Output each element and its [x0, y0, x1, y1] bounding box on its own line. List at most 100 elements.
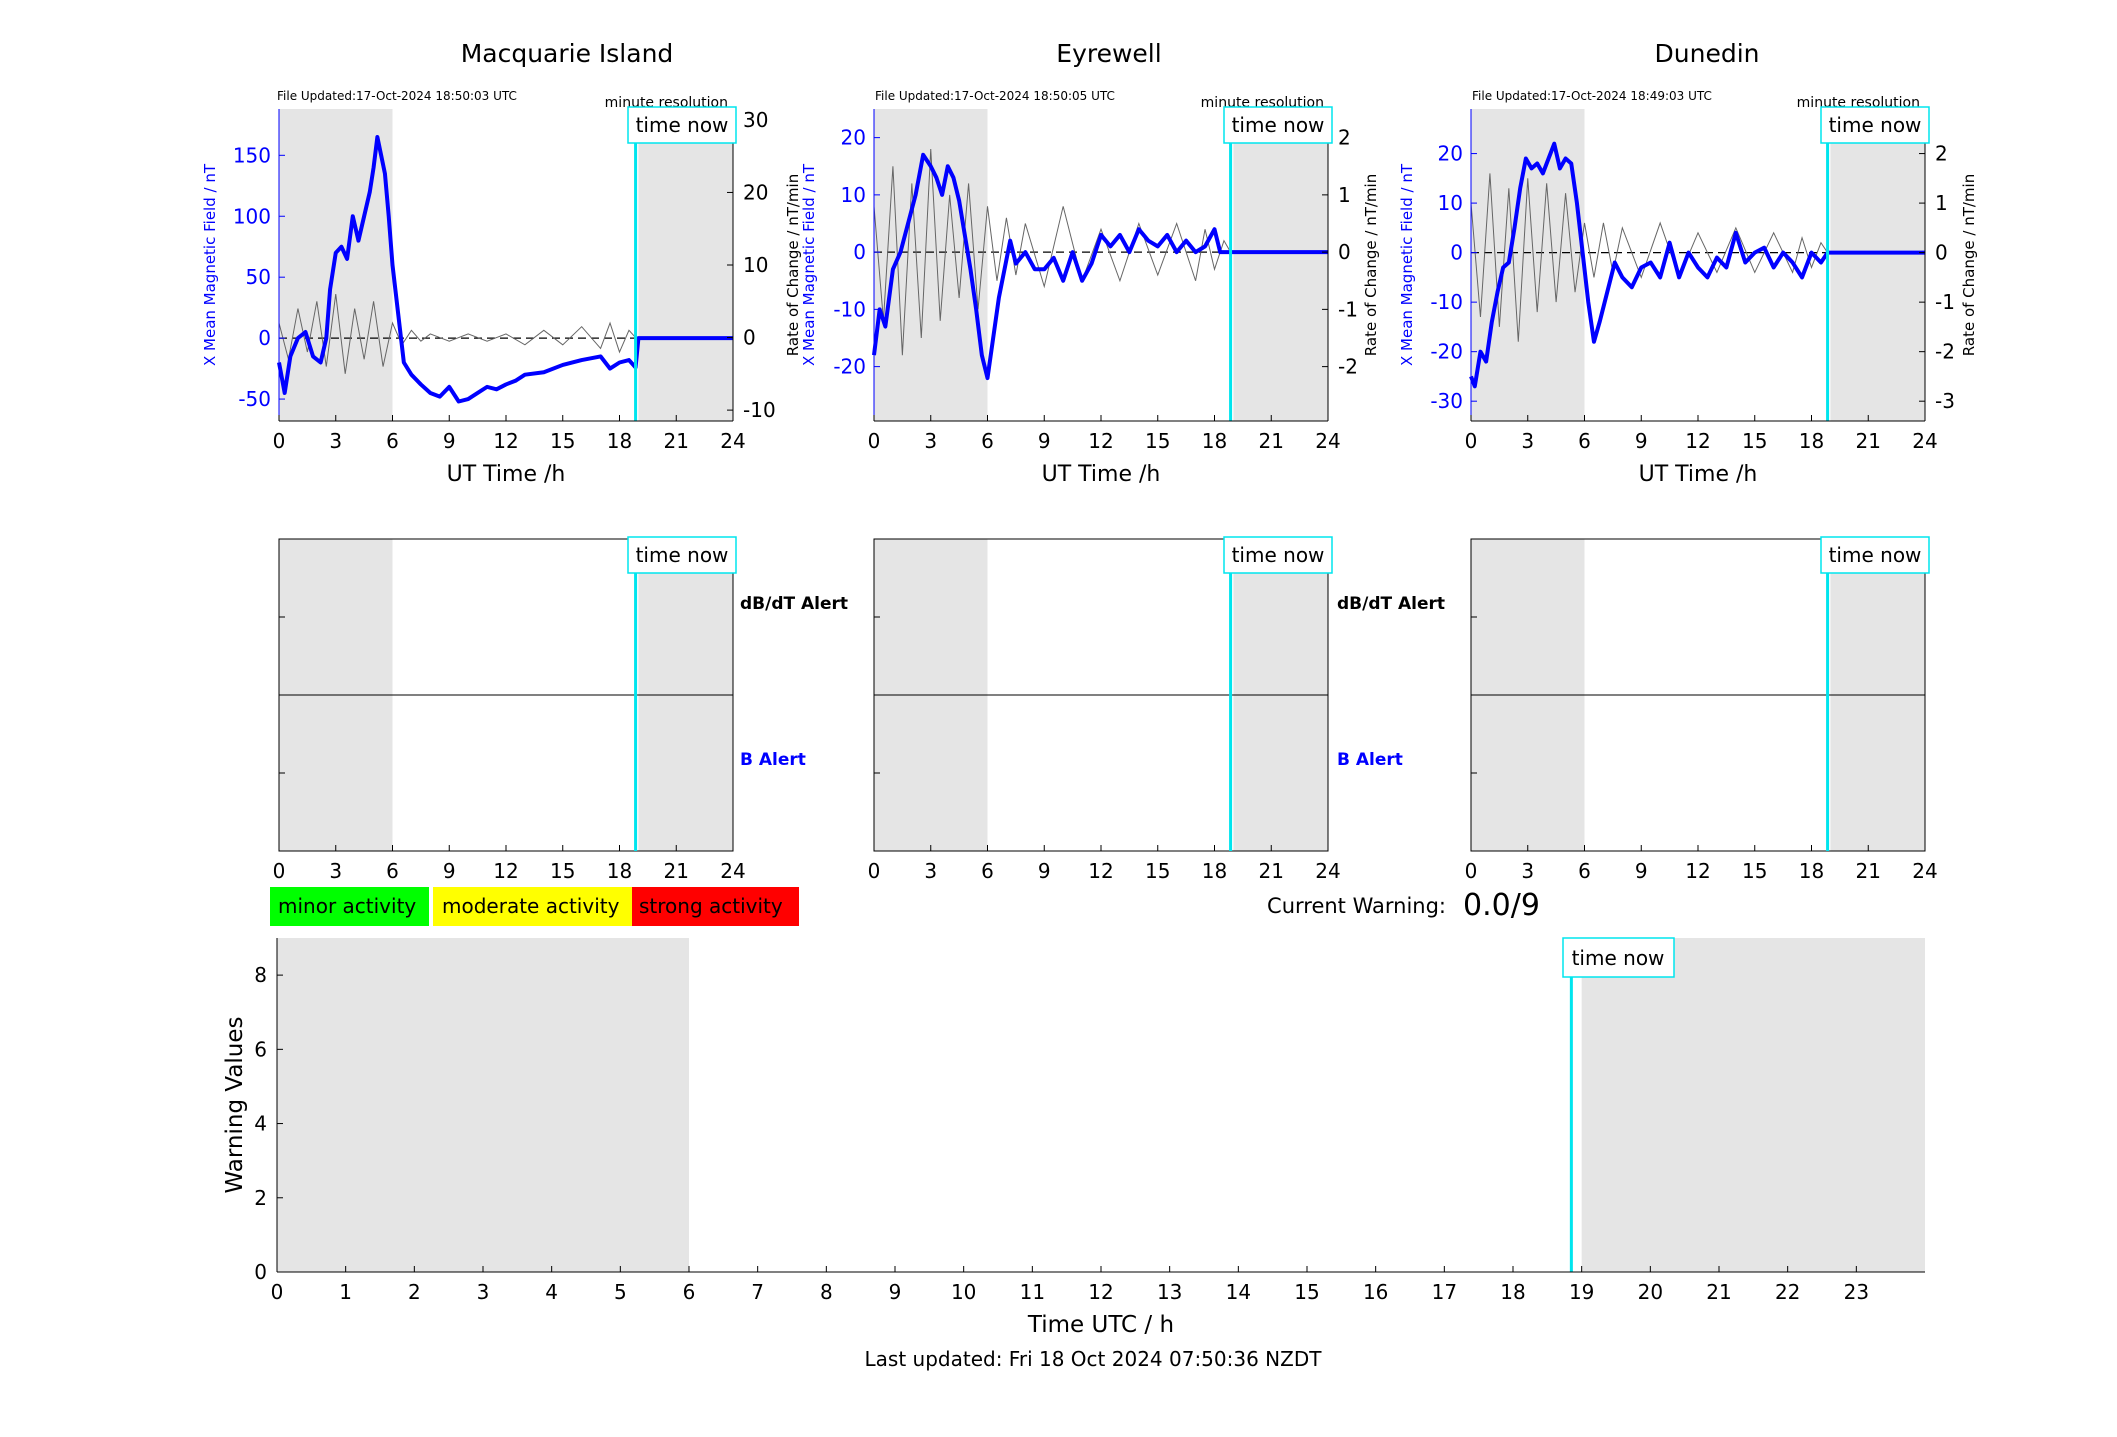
x-tick-label: 0 — [273, 429, 286, 453]
y2-tick-label: 30 — [743, 108, 768, 132]
y-axis-label-right: Rate of Change / nT/min — [1960, 174, 1978, 356]
y2-tick-label: -2 — [1935, 340, 1955, 364]
x-tick-label: 21 — [1706, 1280, 1731, 1304]
file-updated: File Updated:17-Oct-2024 18:50:03 UTC — [277, 89, 517, 103]
y-tick-label: -50 — [238, 387, 271, 411]
b-alert-label: B Alert — [1337, 750, 1403, 770]
x-tick-label: 18 — [1202, 429, 1227, 453]
y-axis-label-right: Rate of Change / nT/min — [1362, 174, 1380, 356]
activity-legend: minor activity moderate activity strong … — [270, 887, 799, 926]
y2-tick-label: 2 — [1935, 142, 1948, 166]
magnetic-field-line — [277, 135, 733, 404]
x-tick-label: 24 — [720, 859, 745, 883]
file-updated: File Updated:17-Oct-2024 18:49:03 UTC — [1472, 89, 1712, 103]
x-tick-label: 5 — [614, 1280, 627, 1304]
x-tick-label: 7 — [751, 1280, 764, 1304]
alert-panel-eyrewell: 0 3 6 9 12 15 18 21 24 time now dB/dT Alert B Al… — [868, 536, 1445, 883]
y-tick-label: 0 — [254, 1260, 267, 1284]
y2-tick-label: 0 — [743, 326, 756, 350]
x-tick-label: 17 — [1432, 1280, 1457, 1304]
x-tick-label: 9 — [1635, 859, 1648, 883]
x-tick-label: 15 — [550, 859, 575, 883]
x-tick-label: 16 — [1363, 1280, 1388, 1304]
x-tick-label: 13 — [1157, 1280, 1182, 1304]
x-ticks: 0 3 6 9 12 15 18 21 24 — [273, 415, 746, 453]
x-tick-label: 15 — [1742, 429, 1767, 453]
y-axis-label-left: X Mean Magnetic Field / nT — [800, 163, 818, 366]
x-tick-label: 0 — [271, 1280, 284, 1304]
time-now-box: time now — [627, 536, 737, 574]
top-panel-macquarie: Macquarie Island File Updated:17-Oct-202… — [201, 39, 802, 487]
shade-region — [277, 938, 689, 1272]
file-updated: File Updated:17-Oct-2024 18:50:05 UTC — [875, 89, 1115, 103]
left-ticks: -20 -10 0 10 20 — [833, 126, 880, 379]
alert-x-ticks: 0 3 6 9 12 15 18 21 24 — [1465, 845, 1938, 883]
warning-shade — [277, 938, 1925, 1272]
x-tick-label: 24 — [1315, 429, 1340, 453]
time-now-label: time now — [1829, 113, 1922, 137]
x-tick-label: 9 — [1038, 429, 1051, 453]
x-tick-label: 9 — [443, 859, 456, 883]
y2-tick-label: 2 — [1338, 126, 1351, 150]
alert-panel-macquarie: 0 3 6 9 12 15 18 21 24 time now dB/dT Alert B Al… — [273, 536, 848, 883]
warning-y-label: Warning Values — [222, 1016, 248, 1193]
legend-minor-swatch — [270, 887, 429, 926]
last-updated: Last updated: Fri 18 Oct 2024 07:50:36 N… — [865, 1347, 1323, 1371]
legend-minor-label: minor activity — [278, 894, 416, 918]
alert-left-ticks — [279, 616, 285, 774]
x-tick-label: 18 — [1799, 429, 1824, 453]
y-tick-label: 0 — [258, 326, 271, 350]
left-ticks: -50 0 50 100 150 — [233, 143, 285, 411]
field-series — [277, 135, 733, 404]
x-tick-label: 21 — [664, 859, 689, 883]
time-now-box: time now — [627, 106, 737, 144]
rate-series — [873, 149, 1328, 356]
shade-region — [1233, 109, 1328, 421]
x-tick-label: 10 — [951, 1280, 976, 1304]
y-tick-label: 10 — [1438, 191, 1463, 215]
legend-strong-swatch — [632, 887, 799, 926]
y2-tick-label: -1 — [1935, 290, 1955, 314]
x-axis-label: UT Time /h — [1639, 462, 1758, 487]
warning-x-ticks: 0 1 2 3 4 5 6 7 8 9 10 11 12 13 14 15 16 17 18 19 20 21 22 23 — [271, 1266, 1869, 1304]
x-tick-label: 18 — [1202, 859, 1227, 883]
x-tick-label: 12 — [1088, 859, 1113, 883]
x-tick-label: 20 — [1638, 1280, 1663, 1304]
current-warning-label: Current Warning: — [1267, 894, 1446, 918]
x-tick-label: 3 — [1521, 859, 1534, 883]
y2-tick-label: 1 — [1935, 191, 1948, 215]
warning-x-label: Time UTC / h — [1027, 1312, 1174, 1338]
x-tick-label: 12 — [1685, 429, 1710, 453]
b-alert-label: B Alert — [740, 750, 806, 770]
y2-tick-label: -2 — [1338, 355, 1358, 379]
current-warning-value: 0.0/9 — [1463, 888, 1540, 923]
shade-region — [1830, 109, 1925, 421]
x-tick-label: 11 — [1020, 1280, 1045, 1304]
alert-x-ticks: 0 3 6 9 12 15 18 21 24 — [868, 845, 1341, 883]
x-tick-label: 12 — [493, 859, 518, 883]
right-ticks: -10 0 10 20 30 — [727, 108, 776, 422]
x-tick-label: 6 — [386, 859, 399, 883]
x-tick-label: 21 — [664, 429, 689, 453]
shade-region — [1471, 109, 1585, 421]
rate-series — [1470, 173, 1925, 342]
x-tick-label: 9 — [889, 1280, 902, 1304]
y2-tick-label: -1 — [1338, 297, 1358, 321]
rate-of-change-line — [1470, 173, 1925, 342]
x-tick-label: 0 — [868, 859, 881, 883]
y-tick-label: -20 — [1430, 340, 1463, 364]
time-now-box: time now — [1223, 536, 1333, 574]
x-tick-label: 0 — [868, 429, 881, 453]
legend-strong-label: strong activity — [639, 894, 783, 918]
x-tick-label: 18 — [1799, 859, 1824, 883]
shade-region — [1581, 938, 1925, 1272]
right-ticks: -3 -2 -1 0 1 2 — [1919, 142, 1955, 413]
y2-tick-label: 20 — [743, 180, 768, 204]
x-tick-label: 3 — [477, 1280, 490, 1304]
x-tick-label: 0 — [1465, 429, 1478, 453]
time-now-label: time now — [1829, 543, 1922, 567]
left-ticks: -30 -20 -10 0 10 20 — [1430, 142, 1477, 413]
y-tick-label: 20 — [841, 126, 866, 150]
x-ticks: 0 3 6 9 12 15 18 21 24 — [1465, 415, 1938, 453]
